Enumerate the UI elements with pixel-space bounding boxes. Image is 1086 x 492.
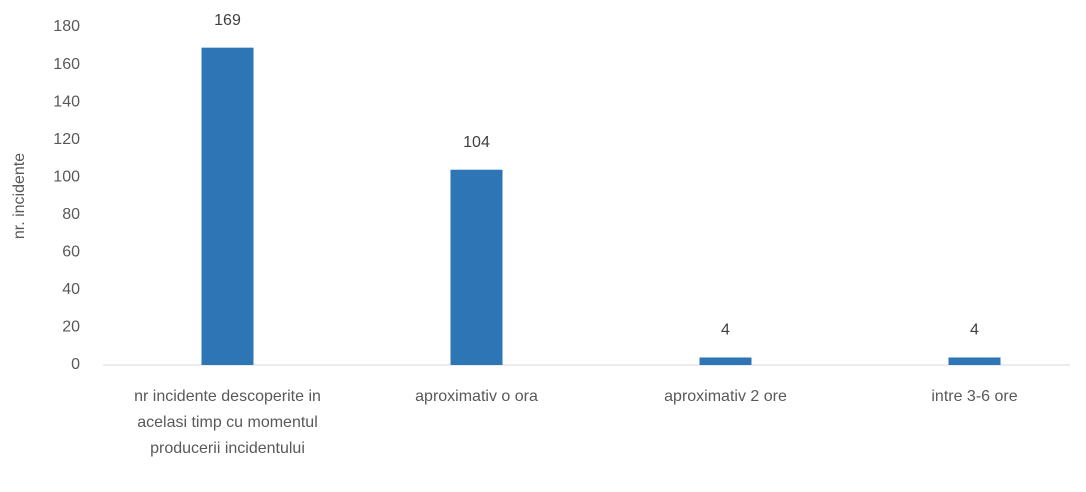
x-tick-label: aproximativ o ora xyxy=(415,388,538,405)
y-tick-label: 140 xyxy=(53,93,80,110)
bar xyxy=(450,169,503,365)
x-tick-label: nr incidente descoperite in acelasi timp… xyxy=(134,388,321,457)
x-tick-label: intre 3-6 ore xyxy=(931,388,1018,405)
data-label: 169 xyxy=(214,12,241,29)
data-label: 4 xyxy=(970,322,979,339)
x-tick-label-box: aproximativ o ora xyxy=(415,388,538,405)
y-tick-label: 60 xyxy=(62,244,80,261)
y-tick-label: 80 xyxy=(62,206,80,223)
y-axis-label: nr. incidente xyxy=(11,153,28,239)
y-tick-label: 160 xyxy=(53,56,80,73)
x-tick-label-box: intre 3-6 ore xyxy=(931,388,1018,405)
y-tick-label: 40 xyxy=(62,281,80,298)
x-tick-label-box: aproximativ 2 ore xyxy=(664,388,787,405)
y-tick-label: 0 xyxy=(71,356,80,373)
y-tick-label: 20 xyxy=(62,319,80,336)
y-tick-label: 120 xyxy=(53,131,80,148)
bar xyxy=(201,47,254,366)
x-tick-label: aproximativ 2 ore xyxy=(664,388,787,405)
data-label: 104 xyxy=(463,134,490,151)
bar xyxy=(699,357,752,365)
x-tick-label-box: nr incidente descoperite in acelasi timp… xyxy=(134,388,321,457)
y-tick-label: 180 xyxy=(53,18,80,35)
data-label: 4 xyxy=(721,322,730,339)
bar xyxy=(948,357,1001,365)
y-tick-label: 100 xyxy=(53,168,80,185)
